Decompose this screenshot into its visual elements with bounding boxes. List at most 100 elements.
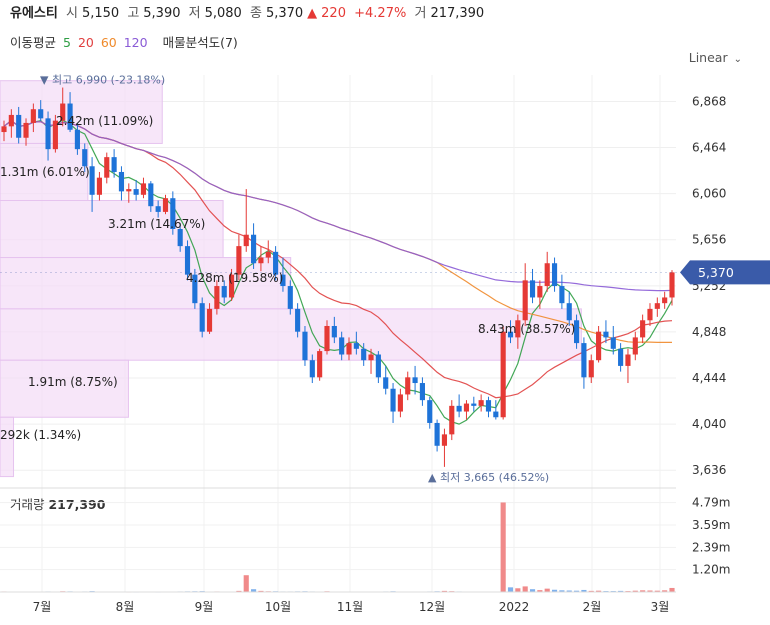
ma120-toggle[interactable]: 120: [123, 35, 148, 50]
close-label: 종: [249, 6, 262, 21]
candle-body: [280, 274, 286, 287]
ma20-toggle[interactable]: 20: [77, 35, 94, 50]
candle-body: [647, 308, 653, 321]
volume-profile-bar: [0, 257, 292, 310]
candle: [434, 419, 440, 452]
volume-bar: [324, 591, 330, 593]
volume-bar: [45, 591, 51, 593]
candle: [60, 87, 66, 127]
candle: [500, 325, 506, 420]
change-percent: +4.27%: [354, 6, 407, 21]
volume-bar: [273, 591, 279, 593]
volume-profile-label: 4.28m (19.58%): [186, 271, 283, 285]
volume-bar: [309, 591, 315, 593]
x-axis-label: 10월: [265, 600, 291, 614]
price-axis-label: 6,060: [692, 187, 726, 201]
quote-header: 유에스티 시 5,150 고 5,390 저 5,080 종 5,370 ▲ 220 +4.…: [10, 2, 488, 22]
candle: [74, 122, 80, 155]
x-axis-label: 3월: [651, 600, 670, 614]
volume-bar: [529, 589, 536, 592]
volume-bar: [375, 591, 381, 593]
candle: [559, 274, 565, 309]
price-axis-label: 4,040: [692, 417, 726, 431]
candle: [603, 320, 609, 344]
candle-body: [603, 331, 609, 338]
candle: [654, 297, 660, 317]
candle-body: [228, 274, 235, 298]
candle: [52, 114, 58, 153]
candle: [309, 354, 315, 384]
candle-body: [192, 274, 198, 304]
candle-body: [16, 114, 22, 138]
volume-bar: [419, 591, 425, 593]
candle: [82, 143, 88, 172]
candle-body: [331, 325, 337, 338]
x-axis-label: 12월: [419, 600, 445, 614]
volume-bar: [500, 502, 506, 592]
candle: [96, 171, 102, 201]
price-axis-label: 4,848: [692, 325, 726, 339]
volume-bar: [302, 591, 308, 593]
candle: [419, 377, 425, 406]
volume-bar: [170, 591, 176, 593]
scale-dropdown[interactable]: Linear ⌄: [689, 50, 742, 65]
ma5-toggle[interactable]: 5: [63, 35, 71, 50]
candle: [449, 400, 455, 441]
volume-profile-toggle[interactable]: 매물분석도(7): [162, 35, 238, 50]
volume-bar: [38, 591, 44, 593]
candle-body: [390, 388, 396, 412]
candle-body: [654, 303, 660, 309]
candle-body: [111, 157, 117, 172]
high-value: 5,390: [143, 6, 181, 21]
candle: [551, 257, 558, 292]
volume-profile-bar: [0, 416, 15, 478]
candle-body: [412, 377, 418, 384]
volume-bar: [537, 590, 543, 592]
candle: [522, 263, 528, 326]
candle-body: [574, 320, 580, 344]
candle: [133, 179, 139, 201]
low-annotation: ▲ 최저 3,665 (46.52%): [428, 471, 549, 484]
volume-bar: [368, 591, 374, 593]
ma60-toggle[interactable]: 60: [100, 35, 117, 50]
candle: [632, 331, 638, 361]
volume-bar: [390, 591, 396, 593]
volume-panel-label: 거래량 217,390: [10, 497, 106, 512]
volume-axis-label: 3.59m: [692, 518, 730, 532]
candle-body: [463, 403, 470, 412]
change-value: 220: [321, 6, 346, 21]
candle-body: [177, 229, 183, 247]
candle: [199, 297, 205, 338]
candle-body: [346, 343, 352, 355]
candle: [89, 157, 95, 212]
open-label: 시: [65, 6, 78, 21]
volume-bar: [74, 591, 80, 593]
candle: [45, 111, 51, 161]
candle-body: [214, 286, 220, 309]
candle: [478, 394, 484, 412]
volume-bar: [588, 590, 594, 592]
x-axis-label: 9월: [195, 600, 214, 614]
volume-bar: [397, 591, 403, 593]
candle-body: [581, 343, 587, 378]
volume-bar: [236, 590, 242, 592]
volume-bar: [427, 591, 433, 593]
high-annotation: ▼ 최고 6,990 (-23.18%): [40, 74, 165, 87]
volume-bar: [118, 591, 125, 593]
volume-bar: [647, 590, 653, 592]
candle: [162, 194, 169, 215]
volume-bar: [82, 591, 88, 593]
candle: [302, 325, 308, 366]
volume-bar: [507, 587, 514, 592]
x-axis-label: 7월: [33, 600, 52, 614]
candle: [346, 337, 352, 361]
candle-body: [544, 263, 550, 287]
candle-body: [302, 331, 308, 361]
candle-body: [551, 263, 558, 287]
candle-body: [640, 320, 646, 338]
volume-bar: [89, 591, 95, 592]
candle-body: [140, 183, 147, 195]
candle-body: [265, 251, 271, 258]
volume-bar: [610, 591, 616, 592]
